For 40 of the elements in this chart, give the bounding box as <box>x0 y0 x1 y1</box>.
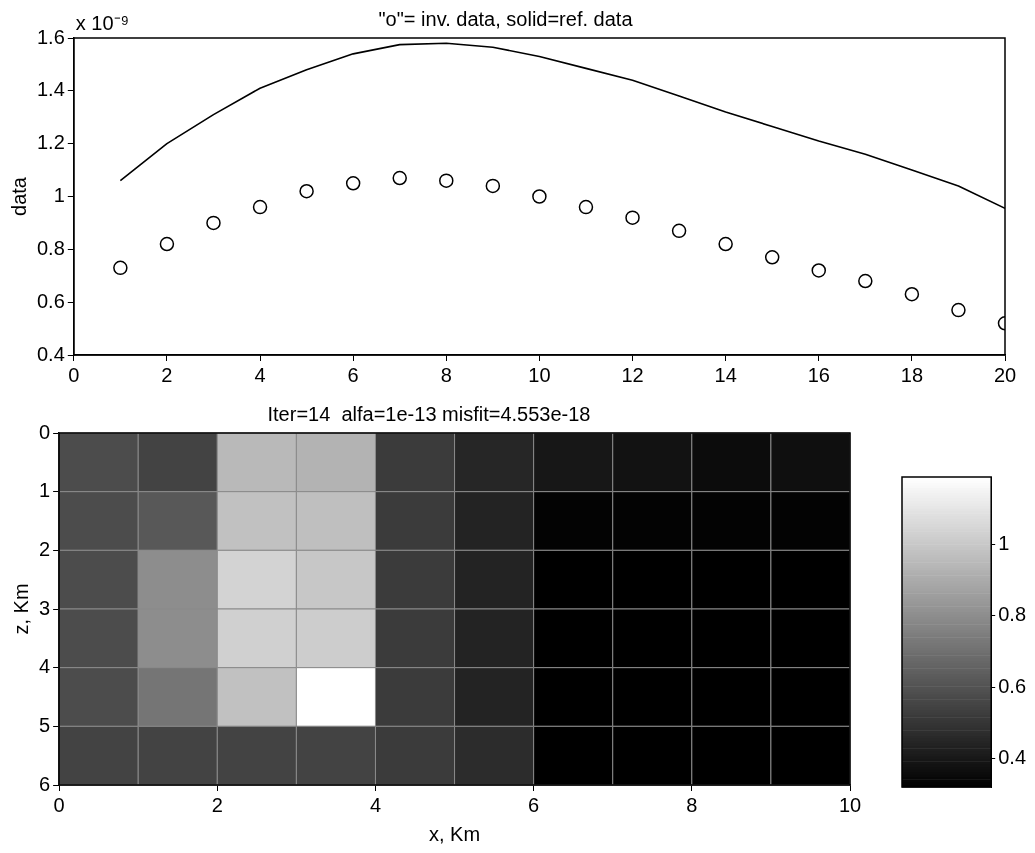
x-tick-label: 12 <box>621 363 644 386</box>
color-bar-label: 1 <box>998 532 1010 555</box>
y-axis-title: z, Km <box>9 583 32 635</box>
x-axis-title: x, Km <box>429 822 481 845</box>
x-tick-label: 4 <box>369 793 382 816</box>
chart-title: "o"= inv. data, solid=ref. data <box>378 7 634 30</box>
y-tick-label: 1 <box>39 479 51 502</box>
x-tick-label: 20 <box>993 363 1017 386</box>
x-tick-label: 18 <box>900 363 924 386</box>
x-tick-label: 2 <box>161 363 173 386</box>
x-tick-label: 8 <box>440 363 452 386</box>
x-tick-label: 6 <box>528 793 540 816</box>
y-tick-label: 4 <box>39 655 51 678</box>
y-tick-label: 1.6 <box>36 25 65 48</box>
x-tick-label: 8 <box>686 793 698 816</box>
y-tick-label: 1.2 <box>36 131 65 154</box>
x-tick-label: 4 <box>254 363 266 386</box>
y-tick-label: 0 <box>39 420 51 443</box>
x-tick-label: 10 <box>528 363 551 386</box>
y-tick-label: 6 <box>39 772 51 795</box>
y-axis-title: data <box>7 176 30 216</box>
color-bar-label: 0.8 <box>998 603 1027 626</box>
y-tick-label: 0.4 <box>36 342 65 365</box>
x-tick-label: 10 <box>838 793 862 816</box>
y-tick-label: 3 <box>39 596 51 619</box>
color-bar-label: 0.4 <box>998 746 1027 769</box>
x-tick-label: 6 <box>347 363 359 386</box>
x-tick-label: 0 <box>68 363 80 386</box>
y-tick-label: 2 <box>39 537 51 560</box>
chart-title: Iter=14 alfa=1e-13 misfit=4.553e-18 <box>267 402 591 425</box>
color-bar-label: 0.6 <box>998 674 1027 697</box>
y-tick-label: 1.4 <box>36 78 65 101</box>
y-tick-label: 1 <box>53 184 65 207</box>
y-tick-label: 5 <box>39 713 51 736</box>
x-tick-label: 2 <box>211 793 223 816</box>
x-tick-label: 16 <box>807 363 830 386</box>
text: x 10⁻⁹ <box>75 11 130 34</box>
y-tick-label: 0.8 <box>36 236 65 259</box>
x-tick-label: 14 <box>714 363 737 386</box>
y-tick-label: 0.6 <box>36 289 65 312</box>
